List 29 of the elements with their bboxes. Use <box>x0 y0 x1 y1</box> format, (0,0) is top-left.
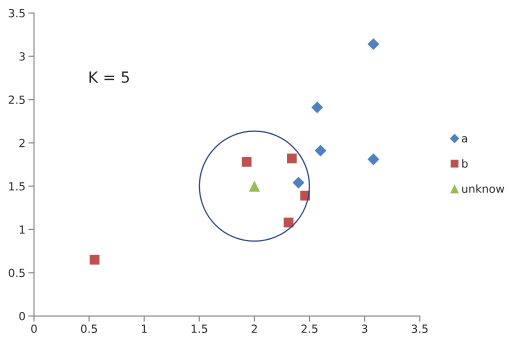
point <box>311 101 324 114</box>
x-tick-label: 3.5 <box>412 324 428 333</box>
point <box>242 157 252 167</box>
legend-label: unknow <box>462 184 504 193</box>
y-tick-label: 3.5 <box>8 8 25 18</box>
point <box>368 38 380 50</box>
legend-label: a <box>462 136 468 143</box>
point <box>284 218 294 228</box>
annotation: K = 5 <box>89 72 129 83</box>
point <box>292 176 304 189</box>
x-tick-label: 1.5 <box>192 324 208 333</box>
y-tick-label: 3 <box>19 52 25 61</box>
x-tick-label: 1 <box>142 324 147 333</box>
point <box>368 153 380 166</box>
x-tick-label: 3 <box>362 324 368 333</box>
x-tick-label: 0 <box>31 324 37 333</box>
x-tick-label: 2 <box>252 324 257 333</box>
y-tick-label: 2 <box>19 138 25 148</box>
y-tick-label: 0 <box>19 312 25 320</box>
x-tick-label: 0.5 <box>80 324 97 333</box>
y-tick-label: 2.5 <box>8 96 25 104</box>
x-tick-label: 2.5 <box>301 324 318 333</box>
legend-label: b <box>462 159 468 168</box>
y-tick-label: 1 <box>20 226 25 234</box>
y-tick-label: 1.5 <box>9 182 25 191</box>
point <box>287 154 297 164</box>
point <box>314 144 326 157</box>
point <box>90 254 100 265</box>
y-tick-label: 0.5 <box>8 268 25 278</box>
